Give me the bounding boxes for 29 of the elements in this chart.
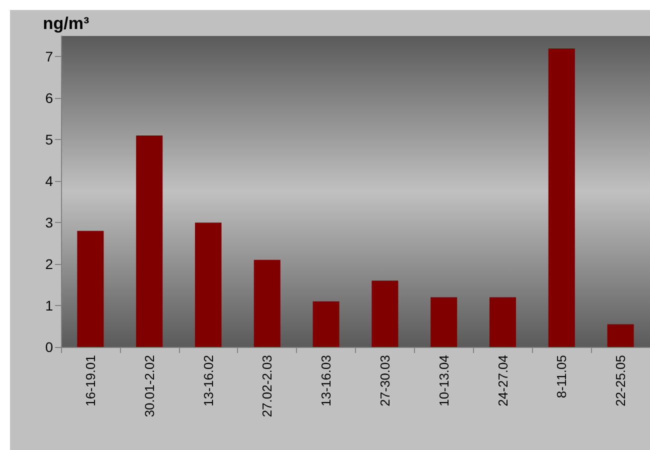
y-tick-label: 5 (45, 132, 54, 148)
x-tick-label: 13-16.02 (200, 355, 216, 406)
bar (312, 301, 340, 347)
x-tick-label: 10-13.04 (436, 355, 452, 406)
bar (372, 280, 398, 347)
x-tick-label: 22-25.05 (613, 355, 628, 406)
x-tick-label: 13-16.03 (318, 355, 334, 406)
y-tick-label: 6 (45, 90, 54, 106)
y-axis-title: ng/m³ (42, 14, 90, 33)
x-tick-label: 24-27.04 (495, 355, 510, 406)
bar (430, 297, 458, 347)
bar (254, 260, 280, 347)
y-tick-label: 0 (45, 339, 54, 355)
bar (136, 136, 163, 347)
x-tick-label: 27.02-2.03 (260, 355, 275, 418)
y-tick-label: 2 (45, 256, 54, 272)
x-tick-label: 8-11.05 (554, 355, 570, 398)
x-tick-label: 30.01-2.02 (142, 355, 157, 418)
y-tick-label: 3 (45, 214, 54, 231)
y-tick-label: 4 (45, 173, 54, 190)
bar (548, 48, 575, 347)
bar (77, 230, 104, 347)
y-tick-label: 7 (45, 48, 54, 65)
y-tick-label: 1 (45, 298, 54, 314)
x-tick-label: 16-19.01 (82, 355, 98, 406)
bar (195, 222, 222, 347)
x-tick-label: 27-30.03 (377, 355, 392, 406)
bar (490, 297, 516, 347)
bar (607, 324, 634, 347)
